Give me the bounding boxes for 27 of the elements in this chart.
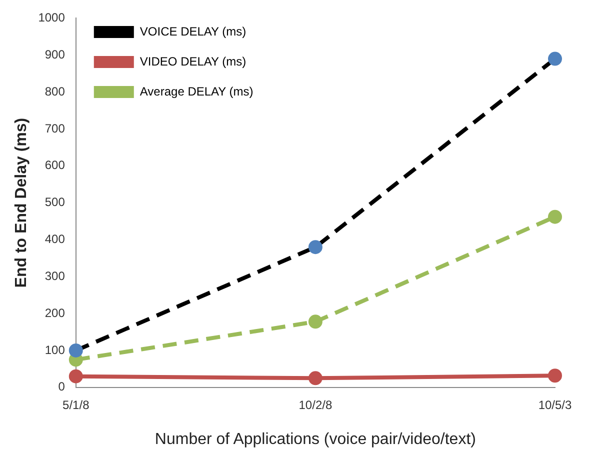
y-tick-label: 300 xyxy=(44,268,66,283)
y-tick-label: 1000 xyxy=(38,10,66,25)
y-tick-label: 900 xyxy=(44,47,66,62)
point xyxy=(308,371,322,386)
point xyxy=(548,52,562,66)
y-tick-label: 0 xyxy=(58,380,66,394)
point xyxy=(548,210,562,224)
legend-label: VIDEO DELAY (ms) xyxy=(140,54,246,68)
y-tick-label: 400 xyxy=(44,232,66,246)
x-tick-label: 10/5/3 xyxy=(538,398,572,412)
y-tick-label: 800 xyxy=(44,84,66,98)
point xyxy=(68,369,83,384)
y-tick-label: 500 xyxy=(44,195,66,210)
point xyxy=(68,343,83,358)
x-tick-label: 10/2/8 xyxy=(298,398,332,412)
legend-label: VOICE DELAY (ms) xyxy=(140,24,246,38)
y-tick-label: 600 xyxy=(44,158,66,172)
legend-label: Average DELAY (ms) xyxy=(140,84,254,98)
point xyxy=(548,368,562,383)
y-tick-label: 700 xyxy=(44,121,66,136)
y-tick-label: 200 xyxy=(44,306,66,320)
y-axis-title: End to End Delay (ms) xyxy=(13,118,30,288)
point xyxy=(308,240,322,254)
point xyxy=(308,314,322,329)
x-tick-label: 5/1/8 xyxy=(62,398,90,412)
y-tick-label: 100 xyxy=(44,342,66,357)
x-axis-title: Number of Applications (voice pair/video/text) xyxy=(154,430,476,448)
